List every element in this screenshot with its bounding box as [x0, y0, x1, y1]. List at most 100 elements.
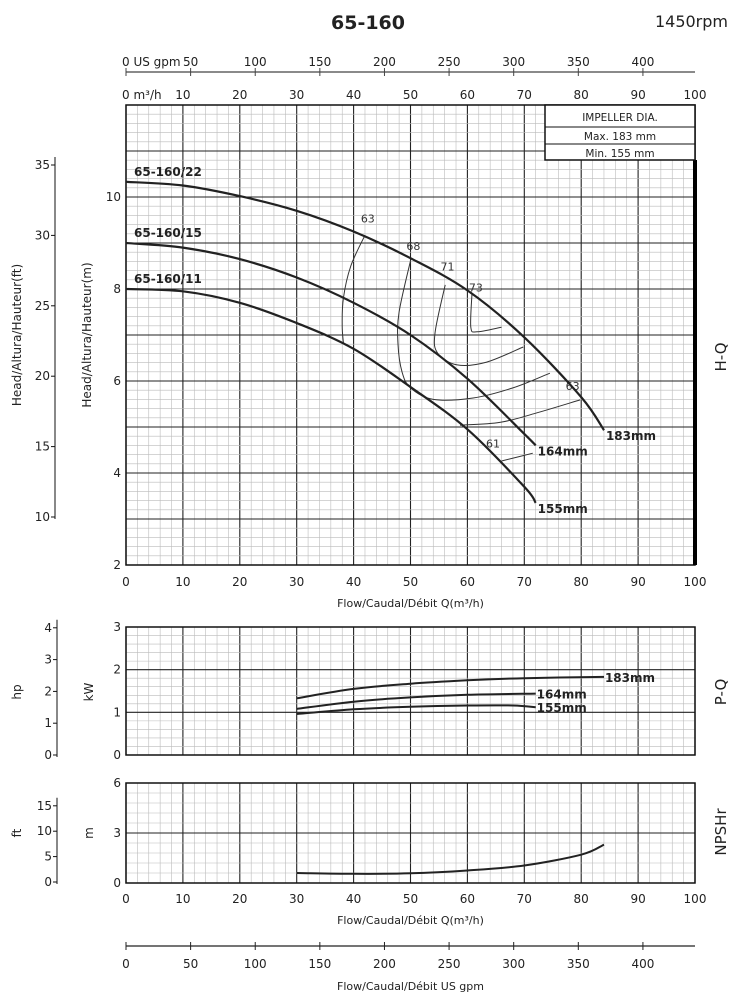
top-gpm-tick-label: 350 [567, 55, 590, 69]
impeller-box: IMPELLER DIA. Max. 183 mm Min. 155 mm [544, 104, 696, 161]
hq-y-tick-label: 6 [113, 374, 121, 388]
hq-ft-axis-tick-label: 10 [35, 510, 50, 524]
npsh-ft-axis-tick-label: 15 [37, 799, 52, 813]
top-m3h-tick-label: 0 m³/h [122, 88, 162, 102]
npsh-x-tick-label: 50 [403, 892, 418, 906]
efficiency-label: 61 [486, 438, 500, 451]
efficiency-label: 73 [469, 281, 483, 294]
pq-kw-tick-label: 1 [113, 705, 121, 719]
pq-side-label: P-Q [712, 679, 730, 705]
npsh-ft-axis-tick-label: 10 [37, 824, 52, 838]
efficiency-curve-63 [459, 399, 581, 426]
bottom-gpm-tick-label: 0 [122, 957, 130, 971]
top-m3h-tick-label: 40 [346, 88, 361, 102]
head-curve-end-label: 164mm [538, 444, 588, 458]
impeller-min: Min. 155 mm [585, 148, 654, 160]
top-gpm-tick-label: 400 [631, 55, 654, 69]
efficiency-label: 68 [406, 240, 420, 253]
hq-ft-axis-tick-label: 15 [35, 440, 50, 454]
hq-x-tick-label: 60 [460, 575, 475, 589]
head-curve-end-label: 183mm [606, 429, 656, 443]
npsh-x-tick-label: 60 [460, 892, 475, 906]
npsh-m-axis-title: m [82, 827, 96, 839]
npsh-x-tick-label: 100 [684, 892, 707, 906]
hq-x-axis-title: Flow/Caudal/Débit Q(m³/h) [337, 597, 484, 610]
bottom-gpm-tick-label: 50 [183, 957, 198, 971]
hq-x-tick-label: 30 [289, 575, 304, 589]
npsh-x-tick-label: 20 [232, 892, 247, 906]
npsh-x-tick-label: 70 [517, 892, 532, 906]
pq-hp-axis-tick-label: 0 [44, 748, 52, 762]
top-m3h-tick-label: 100 [684, 88, 707, 102]
bottom-gpm-tick-label: 300 [502, 957, 525, 971]
hq-x-tick-label: 100 [684, 575, 707, 589]
head-curve-end-label: 155mm [538, 502, 588, 516]
hq-y-tick-label: 2 [113, 558, 121, 572]
power-curve-155mm [296, 704, 536, 715]
pq-hp-axis-tick-label: 2 [44, 684, 52, 698]
bottom-gpm-tick-label: 100 [244, 957, 267, 971]
hq-y-tick-label: 4 [113, 466, 121, 480]
bottom-gpm-tick-label: 250 [438, 957, 461, 971]
npsh-curve [296, 843, 605, 875]
npsh-ft-axis-title: ft [10, 828, 24, 837]
head-curve-model-label: 65-160/22 [134, 165, 202, 179]
npsh-frame [125, 782, 696, 884]
npsh-x-tick-label: 10 [175, 892, 190, 906]
hq-ft-axis-tick-label: 35 [35, 158, 50, 172]
npsh-x-tick-label: 40 [346, 892, 361, 906]
bottom-gpm-axis-title: Flow/Caudal/Débit US gpm [337, 980, 484, 993]
efficiency-curve-61 [501, 452, 533, 462]
top-m3h-tick-label: 70 [517, 88, 532, 102]
head-curve-183mm [125, 180, 605, 431]
power-curve-label: 183mm [605, 671, 655, 685]
hq-m-axis-title: Head/Altura/Hauteur(m) [80, 262, 94, 407]
top-gpm-tick-label: 300 [502, 55, 525, 69]
pq-frame [125, 626, 696, 756]
axes-extra: 0 50 100 150 200 250 300 350 400 Flow/Caudal/Débi… [122, 942, 695, 993]
power-curve-label: 155mm [537, 701, 587, 715]
pq-kw-tick-label: 0 [113, 748, 121, 762]
chart-title: 65-160 [331, 12, 405, 34]
hq-x-tick-label: 50 [403, 575, 418, 589]
hq-y-tick-label: 8 [113, 282, 121, 296]
efficiency-label: 71 [440, 261, 454, 274]
efficiency-label: 63 [361, 212, 375, 225]
hq-side-label: H-Q [712, 342, 730, 371]
npsh-x-tick-label: 0 [122, 892, 130, 906]
hq-x-tick-label: 10 [175, 575, 190, 589]
top-gpm-tick-label: 150 [308, 55, 331, 69]
hq-x-tick-label: 90 [630, 575, 645, 589]
impeller-max: Max. 183 mm [584, 131, 656, 143]
top-gpm-tick-label: 50 [183, 55, 198, 69]
hq-x-tick-label: 40 [346, 575, 361, 589]
top-m3h-tick-label: 50 [403, 88, 418, 102]
npsh-x-axis-title: Flow/Caudal/Débit Q(m³/h) [337, 914, 484, 927]
pq-kw-tick-label: 2 [113, 663, 121, 677]
bottom-gpm-tick-label: 400 [631, 957, 654, 971]
bottom-gpm-tick-label: 150 [308, 957, 331, 971]
pq-kw-axis-title: kW [82, 682, 96, 701]
npsh-ft-axis-tick-label: 0 [44, 875, 52, 889]
top-gpm-tick-label: 250 [438, 55, 461, 69]
hq-x-tick-label: 0 [122, 575, 130, 589]
head-curve-model-label: 65-160/11 [134, 272, 202, 286]
npsh-m-tick-label: 0 [113, 876, 121, 890]
npsh-m-tick-label: 3 [113, 826, 121, 840]
top-gpm-tick-label: 200 [373, 55, 396, 69]
speed-label: 1450rpm [655, 12, 728, 31]
pq-hp-axis-tick-label: 3 [44, 653, 52, 667]
hq-ft-axis-tick-label: 25 [35, 299, 50, 313]
hq-y-tick-label: 10 [106, 190, 121, 204]
npsh-ft-axis-tick-label: 5 [44, 850, 52, 864]
pq-hp-axis-title: hp [10, 684, 24, 699]
power-curve-label: 164mm [537, 688, 587, 702]
top-m3h-tick-label: 60 [460, 88, 475, 102]
hq-ft-axis-tick-label: 20 [35, 369, 50, 383]
head-curve-155mm [125, 287, 537, 504]
hq-x-tick-label: 20 [232, 575, 247, 589]
npsh-x-tick-label: 30 [289, 892, 304, 906]
